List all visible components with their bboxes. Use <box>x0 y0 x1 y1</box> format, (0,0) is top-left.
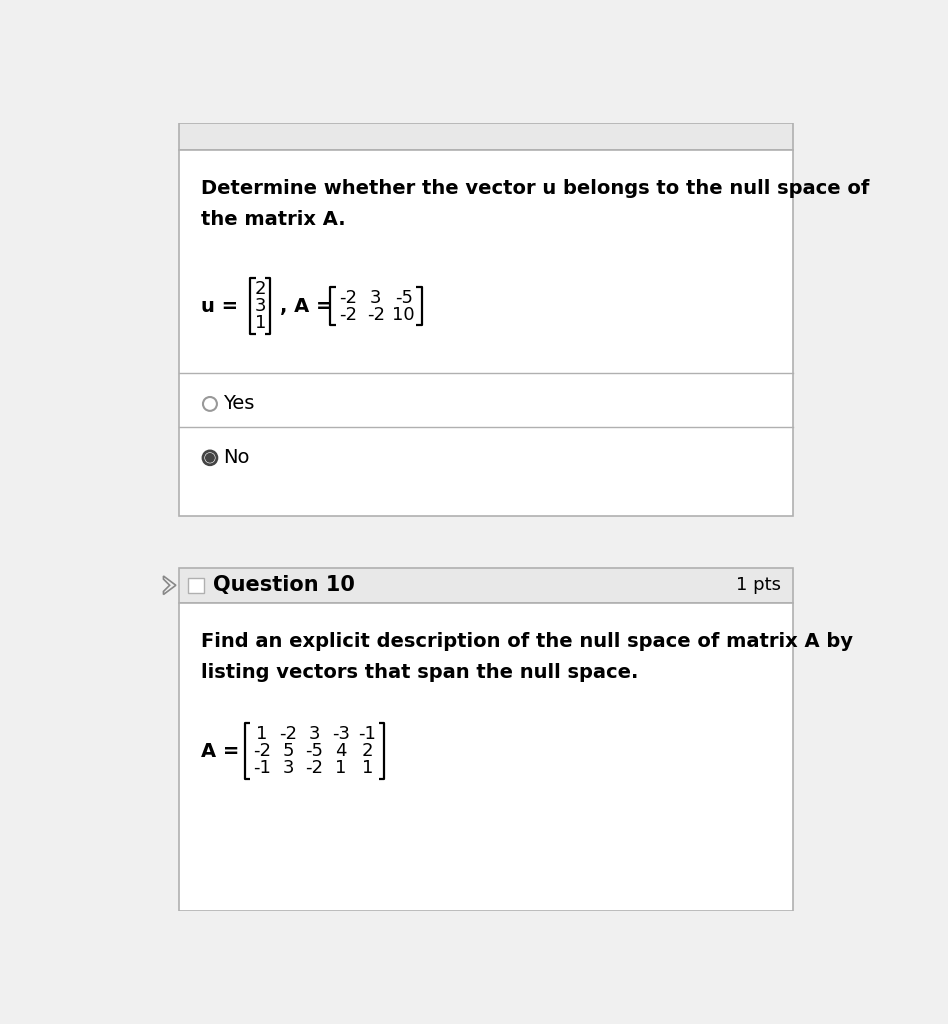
Text: 3: 3 <box>370 289 381 306</box>
Text: -2: -2 <box>280 725 298 743</box>
Bar <box>179 568 793 602</box>
Text: 5: 5 <box>283 742 294 760</box>
Text: 3: 3 <box>255 297 266 315</box>
Text: u =: u = <box>201 297 238 315</box>
Text: 1 pts: 1 pts <box>737 577 781 594</box>
Text: 2: 2 <box>361 742 373 760</box>
Text: Yes: Yes <box>223 394 254 414</box>
Text: , A =: , A = <box>280 297 332 315</box>
Text: 1: 1 <box>256 725 267 743</box>
Text: -5: -5 <box>305 742 323 760</box>
Text: 3: 3 <box>283 759 294 777</box>
Text: 3: 3 <box>309 725 320 743</box>
Bar <box>179 150 793 515</box>
Text: -5: -5 <box>394 289 412 306</box>
Text: Question 10: Question 10 <box>213 575 355 595</box>
Text: No: No <box>223 449 249 467</box>
Text: 1: 1 <box>361 759 373 777</box>
Text: 1: 1 <box>336 759 347 777</box>
Circle shape <box>206 454 214 462</box>
Text: the matrix A.: the matrix A. <box>201 210 345 229</box>
Text: Find an explicit description of the null space of matrix A by: Find an explicit description of the null… <box>201 632 852 651</box>
Text: 4: 4 <box>336 742 347 760</box>
Text: A =: A = <box>201 741 239 761</box>
Text: -2: -2 <box>367 305 385 324</box>
Text: 1: 1 <box>255 314 266 332</box>
Text: -2: -2 <box>253 742 271 760</box>
Text: 2: 2 <box>255 281 266 298</box>
Bar <box>179 123 793 150</box>
Bar <box>189 578 204 593</box>
Text: -2: -2 <box>338 289 356 306</box>
Text: Determine whether the vector u belongs to the null space of: Determine whether the vector u belongs t… <box>201 179 869 198</box>
Text: 10: 10 <box>392 305 415 324</box>
Text: -1: -1 <box>358 725 376 743</box>
Bar <box>179 602 793 911</box>
Text: -2: -2 <box>338 305 356 324</box>
Text: -1: -1 <box>253 759 271 777</box>
Text: -3: -3 <box>332 725 350 743</box>
Text: listing vectors that span the null space.: listing vectors that span the null space… <box>201 663 638 682</box>
Text: -2: -2 <box>305 759 323 777</box>
